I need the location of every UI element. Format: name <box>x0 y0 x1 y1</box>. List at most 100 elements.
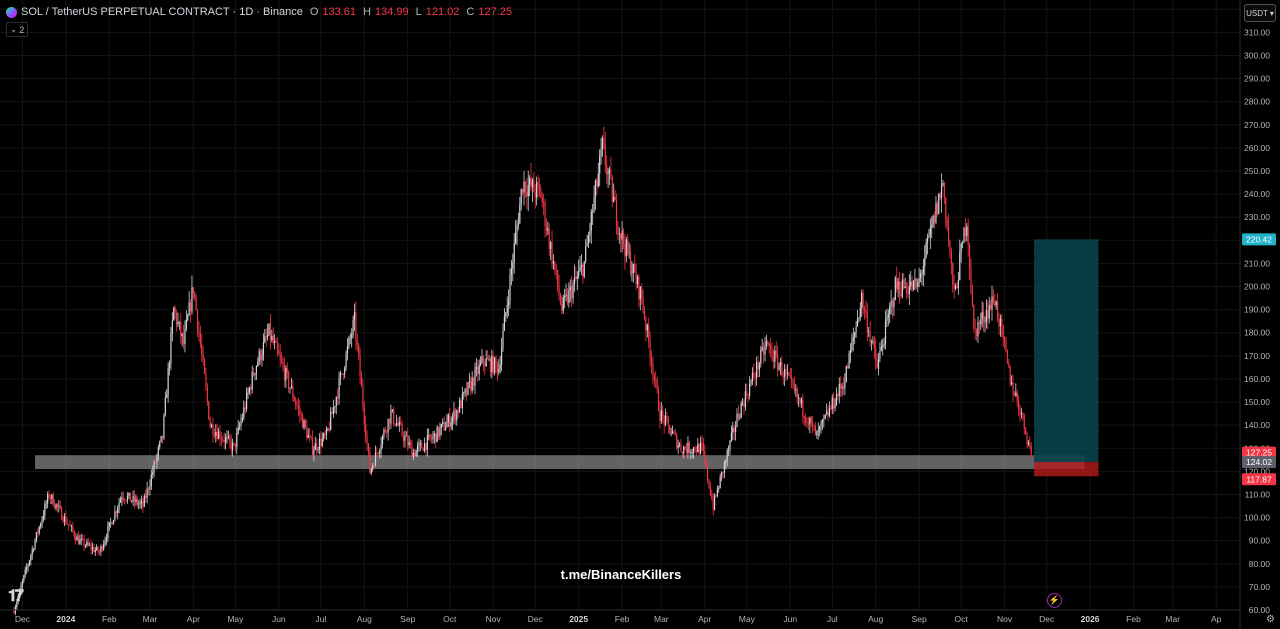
candle-body <box>785 369 787 374</box>
candle-body <box>749 383 751 396</box>
candle-body <box>1016 392 1018 401</box>
candle-body <box>70 525 73 527</box>
candle-body <box>412 452 414 457</box>
candle-body <box>627 239 629 254</box>
candle-body <box>819 426 821 431</box>
candle-body <box>802 399 804 416</box>
candle-body <box>599 155 601 174</box>
candle-body <box>349 337 351 339</box>
candle-body <box>177 322 179 325</box>
price-axis: 60.0070.0080.0090.00100.00110.00120.0013… <box>1239 0 1271 629</box>
candle-body <box>806 422 808 424</box>
indicators-toggle-button[interactable]: ⌄ 2 <box>6 22 28 37</box>
candle-body <box>851 340 853 351</box>
candle-body <box>890 300 892 307</box>
high-value: 134.99 <box>374 6 409 18</box>
lightning-icon[interactable]: ⚡ <box>1047 593 1062 608</box>
candle-body <box>615 199 618 227</box>
candle-body <box>690 452 692 454</box>
time-tick-label: Jul <box>827 614 838 624</box>
candle-body <box>798 397 800 399</box>
candle-body <box>316 443 318 451</box>
candle-body <box>499 364 501 369</box>
price-tick-label: 150.00 <box>1244 397 1270 407</box>
candle-body <box>961 242 964 244</box>
candle-body <box>848 353 850 369</box>
candle-body <box>491 355 493 372</box>
candle-body <box>332 407 335 414</box>
candle-body <box>408 442 410 446</box>
price-badge-label: 117.87 <box>1246 474 1272 484</box>
candle-body <box>970 269 972 292</box>
candle-body <box>781 361 783 376</box>
candle-body <box>712 499 714 510</box>
candle-body <box>262 341 265 356</box>
candle-body <box>217 431 220 439</box>
candle-body <box>35 532 38 541</box>
tradingview-logo-icon[interactable]: 𝟏𝟕 <box>8 588 24 605</box>
gear-icon[interactable]: ⚙ <box>1266 614 1275 625</box>
candle-body <box>669 425 671 434</box>
candle-body <box>557 270 559 287</box>
candle-body <box>149 486 151 490</box>
candle-body <box>676 434 678 448</box>
candle-body <box>898 281 901 294</box>
candle-body <box>650 358 653 365</box>
candle-body <box>894 277 896 300</box>
candle-body <box>219 431 221 440</box>
candle-body <box>757 361 759 370</box>
candle-body <box>872 341 874 342</box>
candle-body <box>338 378 340 399</box>
candle-body <box>346 346 349 354</box>
candle-body <box>730 432 732 441</box>
candle-body <box>86 541 88 546</box>
candle-body <box>1026 433 1028 444</box>
candle-body <box>330 412 332 430</box>
price-tick-label: 120.00 <box>1244 466 1270 476</box>
candle-body <box>868 331 870 333</box>
candle-body <box>164 398 166 415</box>
time-tick-label: Jul <box>315 614 326 624</box>
candle-body <box>947 226 950 242</box>
candle-body <box>971 291 973 305</box>
candle-body <box>388 419 391 424</box>
candle-body <box>72 525 74 532</box>
currency-select[interactable]: USDT ▾ <box>1244 4 1276 22</box>
candle-body <box>202 353 204 360</box>
candle-body <box>705 460 707 466</box>
candle-body <box>89 544 91 546</box>
candle-body <box>618 233 620 235</box>
candle-body <box>451 416 454 422</box>
candle-body <box>663 415 665 425</box>
candle-body <box>592 211 594 212</box>
candle-body <box>562 297 564 311</box>
candle-body <box>290 385 293 388</box>
candle-body <box>561 304 563 311</box>
candle-body <box>928 235 930 238</box>
candle-body <box>701 442 703 444</box>
candle-body <box>98 551 101 553</box>
candle-body <box>386 431 388 433</box>
price-tick-label: 70.00 <box>1249 582 1271 592</box>
candle-body <box>342 373 344 375</box>
candle-body <box>304 420 307 427</box>
candle-body <box>688 442 690 453</box>
candle-body <box>59 505 61 508</box>
candle-body <box>503 316 506 331</box>
candle-body <box>28 560 31 565</box>
candle-body <box>185 320 187 330</box>
candle-body <box>673 431 675 433</box>
candle-body <box>645 318 647 331</box>
candle-body <box>492 355 494 373</box>
candle-body <box>45 503 47 505</box>
candle-body <box>230 441 232 451</box>
candle-body <box>739 417 741 419</box>
candle-body <box>988 304 990 319</box>
candle-body <box>501 347 503 365</box>
candle-body <box>900 293 902 297</box>
candle-body <box>244 407 246 409</box>
candle-body <box>855 326 857 333</box>
symbol-header[interactable]: SOL / TetherUS PERPETUAL CONTRACT · 1D ·… <box>6 5 512 19</box>
